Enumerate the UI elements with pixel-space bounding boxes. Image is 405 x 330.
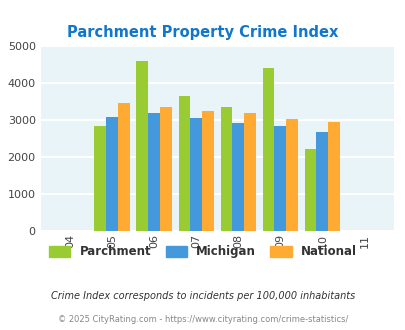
Bar xyxy=(327,122,339,231)
Bar xyxy=(274,126,286,231)
Text: © 2025 CityRating.com - https://www.cityrating.com/crime-statistics/: © 2025 CityRating.com - https://www.city… xyxy=(58,315,347,324)
Bar xyxy=(106,117,118,231)
Bar xyxy=(220,107,232,231)
Text: Crime Index corresponds to incidents per 100,000 inhabitants: Crime Index corresponds to incidents per… xyxy=(51,291,354,301)
Bar xyxy=(160,107,171,231)
Bar xyxy=(315,132,327,231)
Bar xyxy=(243,113,255,231)
Bar xyxy=(232,123,243,231)
Bar xyxy=(202,111,213,231)
Bar xyxy=(148,113,160,231)
Bar xyxy=(262,68,274,231)
Text: Parchment Property Crime Index: Parchment Property Crime Index xyxy=(67,25,338,40)
Bar xyxy=(94,126,106,231)
Bar xyxy=(286,119,297,231)
Bar xyxy=(190,118,202,231)
Bar xyxy=(178,96,190,231)
Legend: Parchment, Michigan, National: Parchment, Michigan, National xyxy=(44,241,361,263)
Bar xyxy=(118,104,130,231)
Bar xyxy=(136,61,148,231)
Bar xyxy=(304,149,315,231)
